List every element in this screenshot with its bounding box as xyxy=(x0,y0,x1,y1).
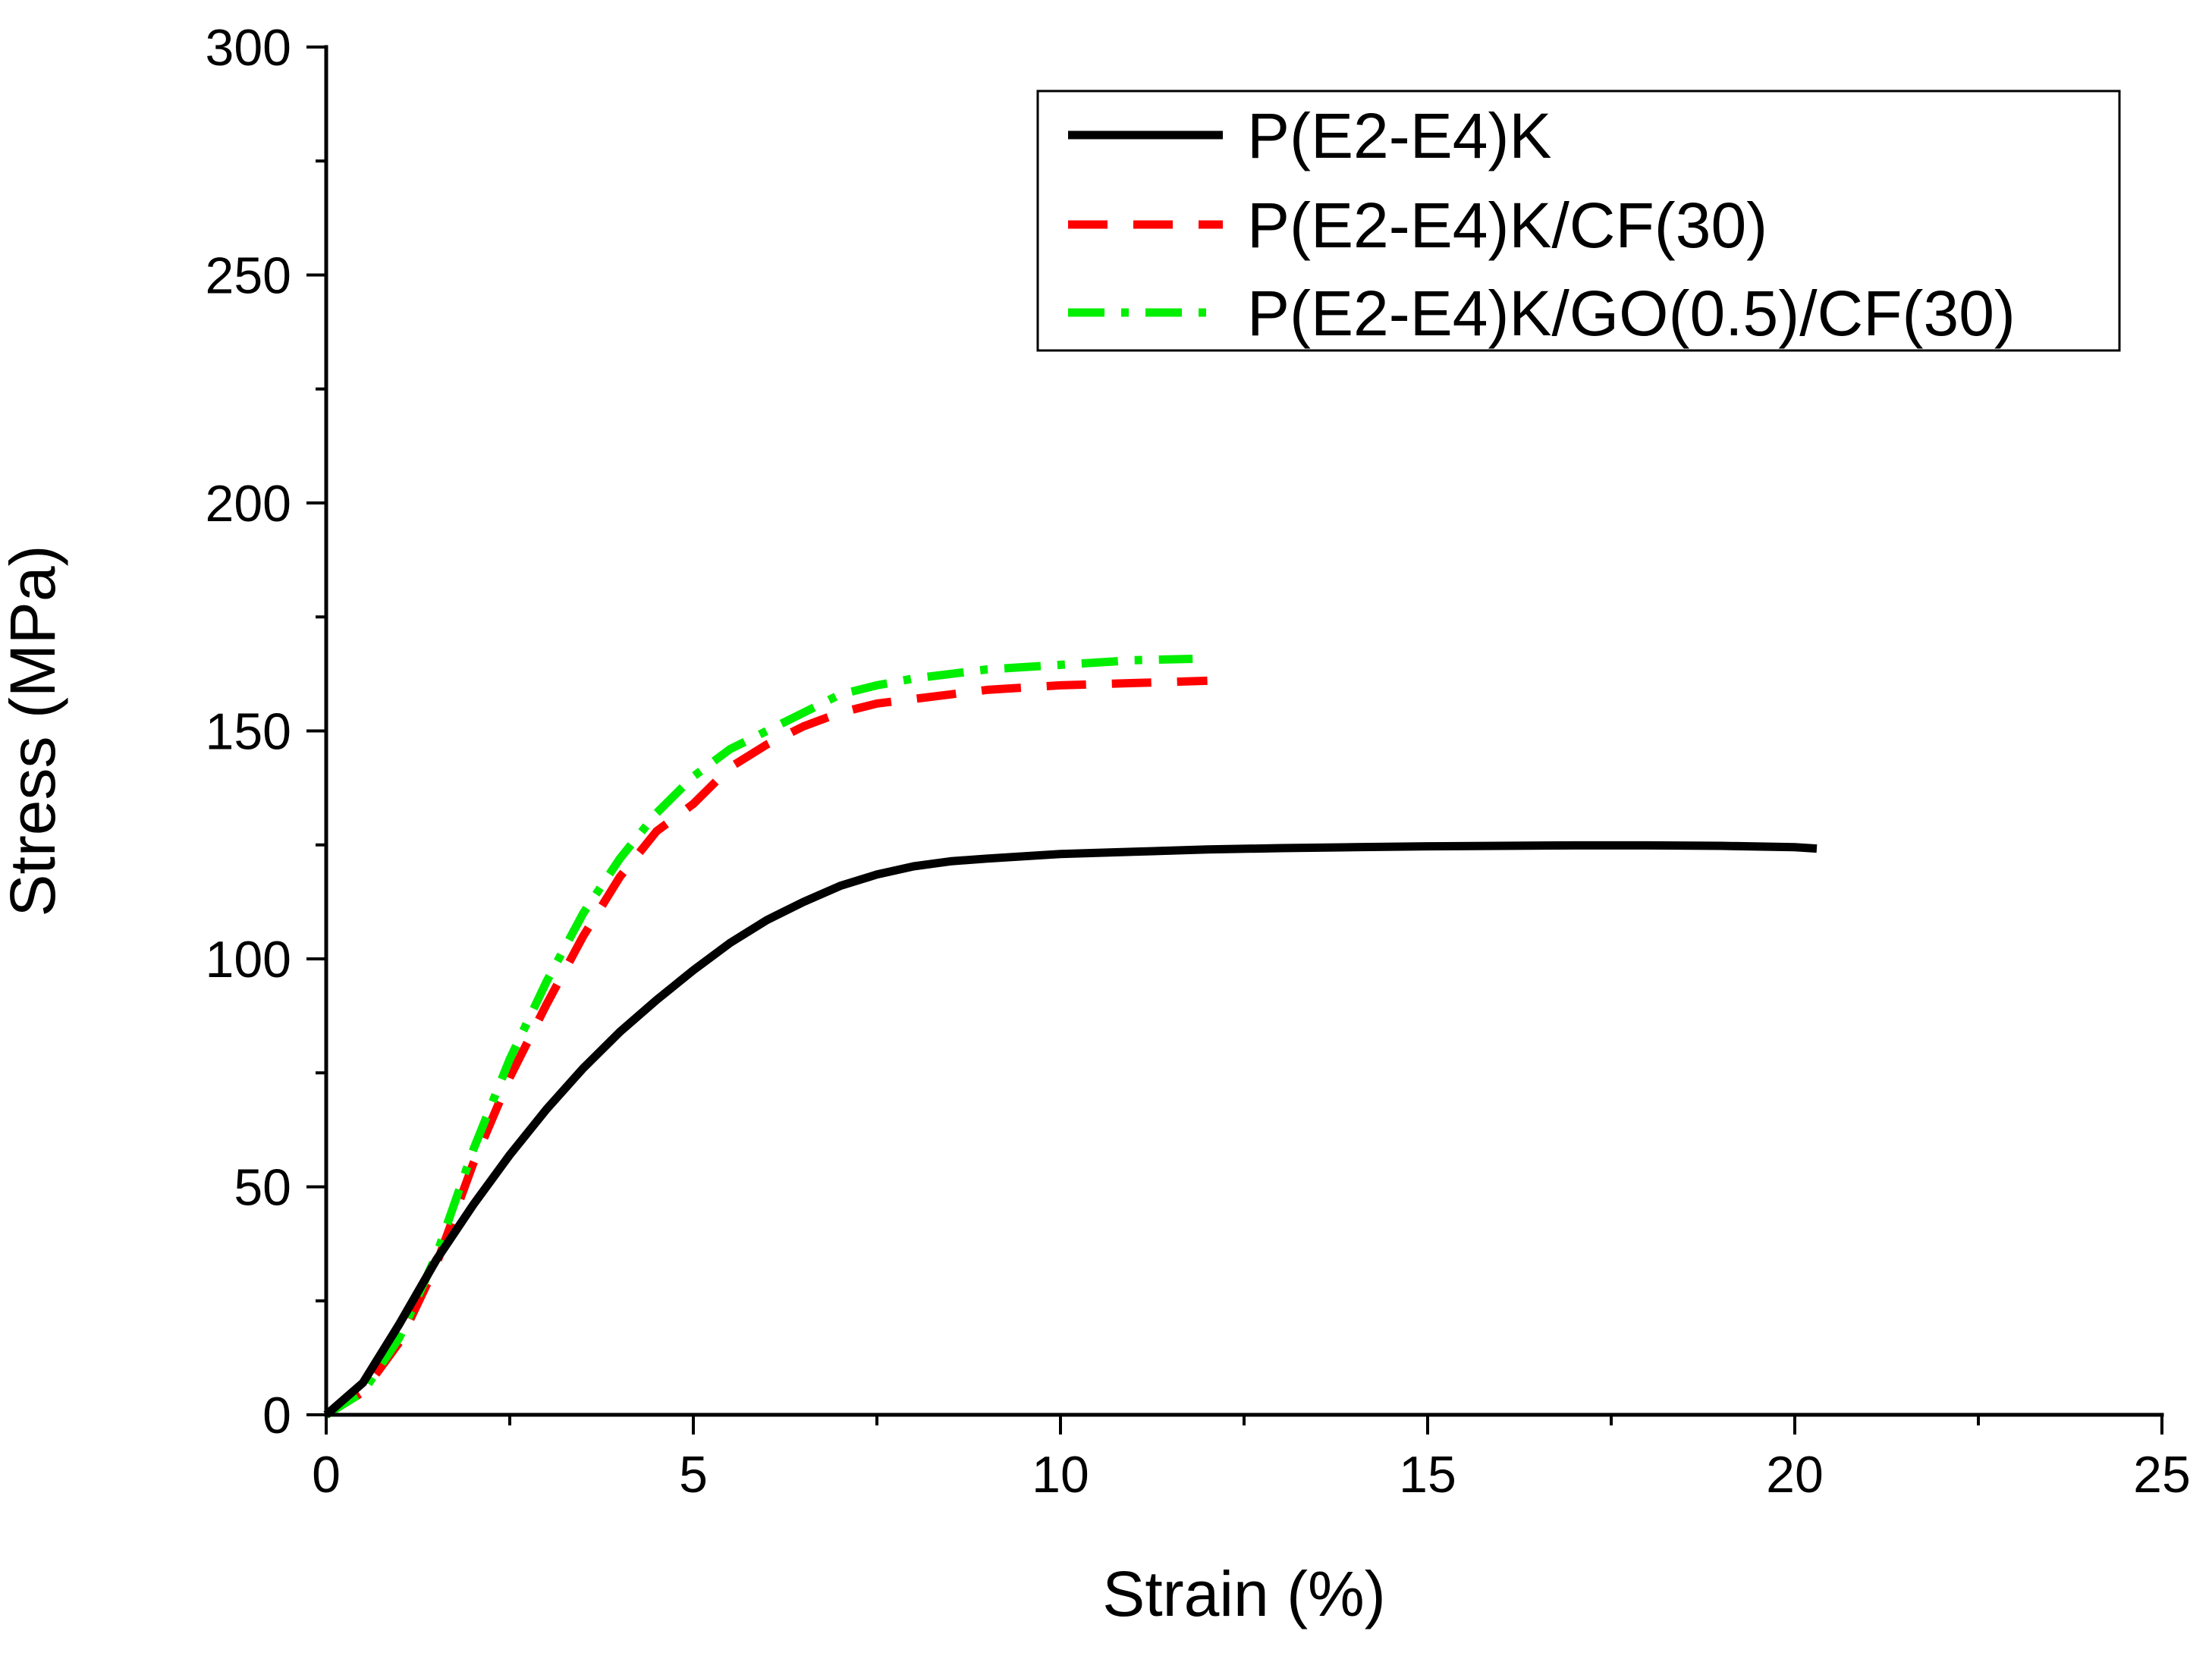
legend-label-2: P(E2-E4)K/GO(0.5)/CF(30) xyxy=(1247,278,2016,349)
x-tick-label: 10 xyxy=(1032,1446,1089,1504)
x-tick-label: 15 xyxy=(1399,1446,1456,1504)
x-tick-label: 0 xyxy=(312,1446,341,1504)
series-layer xyxy=(323,655,1818,1419)
x-tick-label: 25 xyxy=(2133,1446,2191,1504)
series-line-1 xyxy=(324,676,1208,1419)
y-tick-label: 250 xyxy=(206,247,291,305)
y-tick-label: 200 xyxy=(206,475,291,533)
x-tick-label: 5 xyxy=(679,1446,708,1504)
legend: P(E2-E4)K P(E2-E4)K/CF(30) P(E2-E4)K/GO(0.… xyxy=(1036,90,2121,352)
y-tick-label: 300 xyxy=(206,19,291,77)
legend-label-0: P(E2-E4)K xyxy=(1247,100,1551,171)
series-line-0 xyxy=(323,841,1818,1419)
legend-label-1: P(E2-E4)K/CF(30) xyxy=(1247,190,1767,261)
y-tick-label: 50 xyxy=(234,1159,291,1217)
y-tick-label: 0 xyxy=(262,1387,291,1444)
y-axis-title: Stress (MPa) xyxy=(0,545,68,916)
y-tick-label: 150 xyxy=(206,703,291,761)
y-tick-label: 100 xyxy=(206,931,291,988)
x-tick-label: 20 xyxy=(1766,1446,1824,1504)
series-line-2 xyxy=(324,655,1193,1419)
x-axis-title: Strain (%) xyxy=(1102,1558,1385,1629)
legend-entries: P(E2-E4)K P(E2-E4)K/CF(30) P(E2-E4)K/GO(0.… xyxy=(1068,100,2016,349)
